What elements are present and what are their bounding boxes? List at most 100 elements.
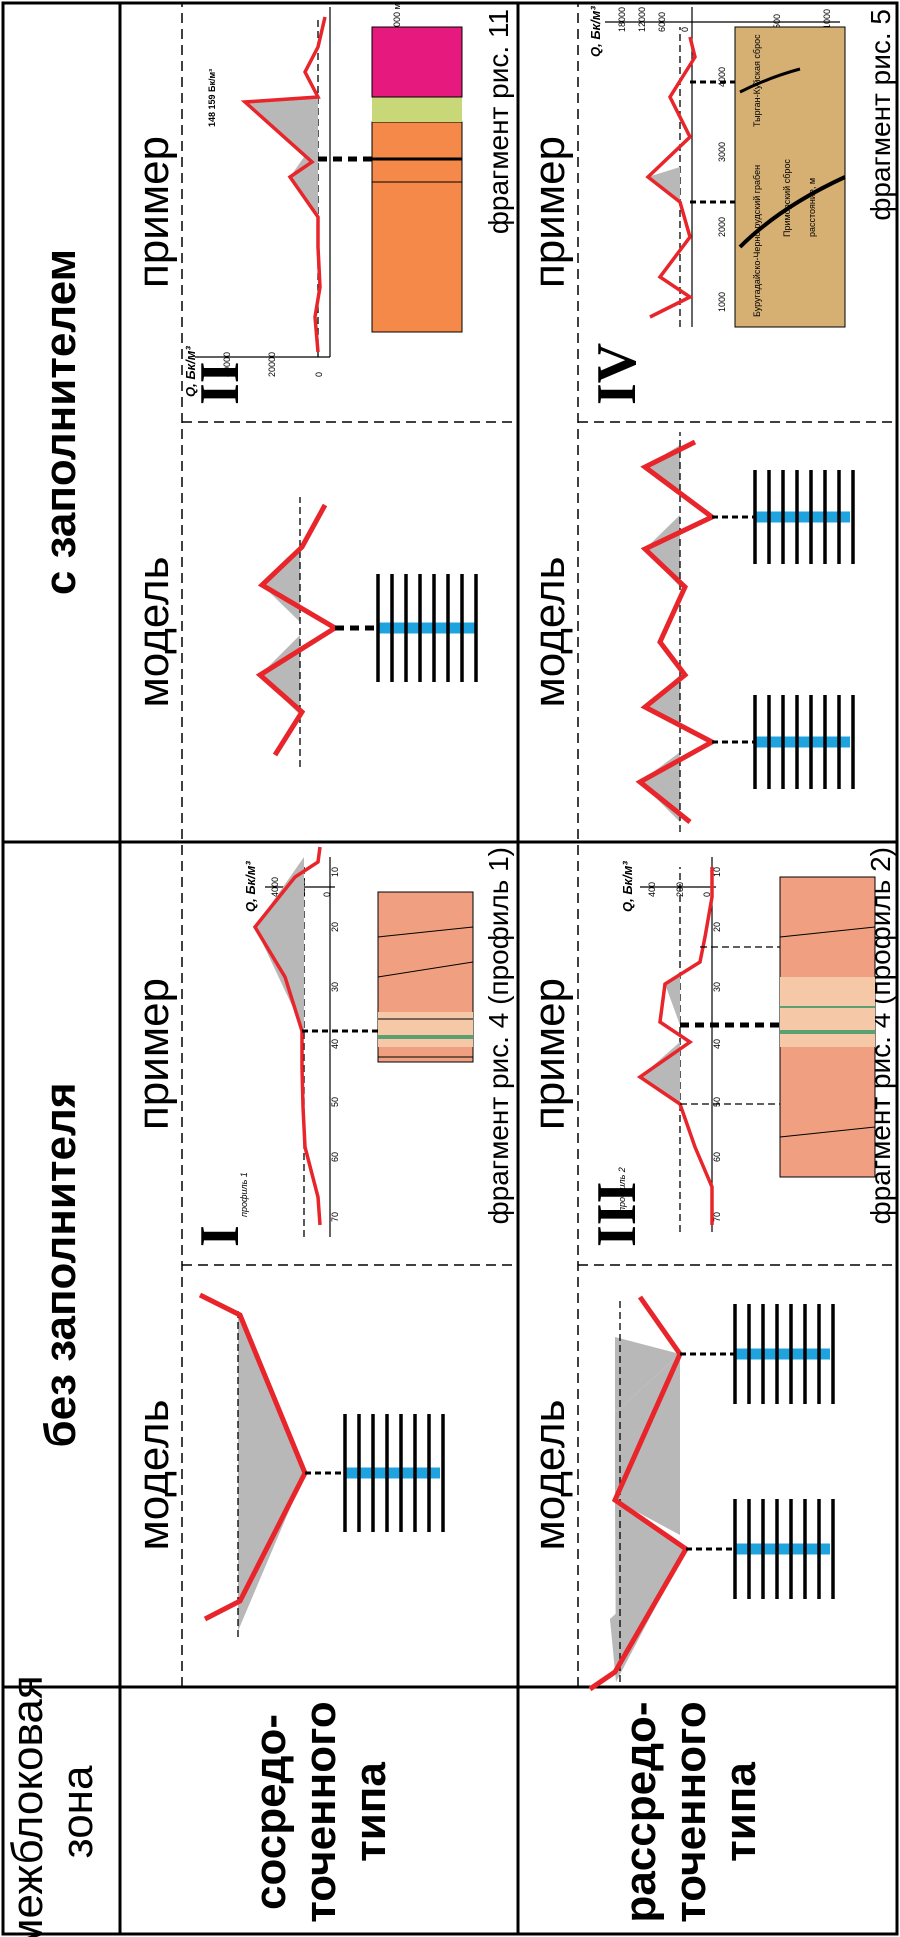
subheader-model-II: модель <box>129 556 178 707</box>
model-III-anomaly-fill-3 <box>615 1337 680 1413</box>
subheader-example-IV: пример <box>525 136 574 288</box>
example-IV-label-graben: Буругадайско-Черно-рудский грабен <box>752 165 762 317</box>
svg-text:-1000: -1000 <box>822 9 832 32</box>
model-IV-fill-3 <box>645 515 680 587</box>
example-IV-x-tick-1: 2000 <box>717 217 727 237</box>
svg-text:40: 40 <box>712 1039 722 1049</box>
svg-text:70: 70 <box>330 1212 340 1222</box>
example-III-profile-label: профиль 2 <box>617 1167 627 1212</box>
numeral-I: I <box>189 1225 251 1247</box>
svg-text:20: 20 <box>712 922 722 932</box>
example-III-q-label: Q, Бк/м³ <box>620 861 635 912</box>
example-III-geologic-section <box>779 876 876 1178</box>
svg-text:30: 30 <box>712 982 722 992</box>
example-I-anomaly-fill <box>255 857 304 1031</box>
example-III-fill-2 <box>665 972 680 1025</box>
subheader-example-I: пример <box>129 978 178 1130</box>
caption-I: фрагмент рис. 4 (профиль 1) <box>483 847 514 1224</box>
example-IV-curve <box>645 36 697 319</box>
model-IV-fault-comb-2 <box>753 470 855 564</box>
svg-text:60: 60 <box>330 1152 340 1162</box>
svg-text:70: 70 <box>712 1212 722 1222</box>
model-IV-fill-4 <box>645 445 680 492</box>
numeral-IV: IV <box>586 343 648 405</box>
example-I: профиль 1 10 20 30 40 50 60 70 Q, Бк/м³ … <box>239 846 474 1237</box>
svg-text:18000: 18000 <box>617 7 627 32</box>
row-label-1-line-3: типа <box>346 1762 395 1862</box>
example-III-curve <box>636 867 714 1225</box>
example-I-q-label: Q, Бк/м³ <box>243 861 258 912</box>
example-II-q-label: Q, Бк/м³ <box>183 346 198 397</box>
row-label-2-line-2: точенного <box>666 1701 715 1922</box>
svg-text:50: 50 <box>712 1097 722 1107</box>
example-III-q-tick-2: 0 <box>702 892 712 897</box>
model-I-anomaly-fill <box>238 1315 305 1631</box>
example-II-peak-value: 148 159 Бк/м³ <box>207 69 217 127</box>
example-II-q-tick-2: 0 <box>314 372 324 377</box>
model-IV-fault-comb-1 <box>753 695 855 789</box>
svg-text:30: 30 <box>330 982 340 992</box>
model-III <box>588 1295 835 1692</box>
svg-text:50: 50 <box>330 1097 340 1107</box>
subheader-model-I: модель <box>129 1399 178 1550</box>
model-I <box>198 1292 445 1637</box>
example-I-q-tick-0: 4000 <box>270 877 280 897</box>
example-III: профиль 2 10 20 30 40 50 60 70 Q, Бк/м³ … <box>617 857 876 1232</box>
example-I-x-ticks: 10 20 30 40 50 60 70 <box>330 867 340 1222</box>
caption-IV: фрагмент рис. 5 <box>865 9 896 221</box>
example-IV-q-label: Q, Бк/м³ <box>588 6 603 57</box>
model-II-curve <box>255 503 340 757</box>
column-title-with-filler: с заполнителем <box>36 249 85 595</box>
svg-text:10: 10 <box>330 867 340 877</box>
svg-text:20: 20 <box>330 922 340 932</box>
model-IV-curve <box>635 439 718 824</box>
subheader-example-II: пример <box>129 136 178 288</box>
row-label-1-line-2: точенного <box>296 1701 345 1922</box>
numeral-II: II <box>189 361 251 405</box>
svg-text:6000: 6000 <box>657 12 667 32</box>
example-II-q-tick-0: 40000 <box>222 352 232 377</box>
example-II-geologic-section <box>371 26 463 333</box>
model-I-fault-comb <box>343 1414 445 1532</box>
example-IV-label-fault-2: Тырган-Куйская сброс <box>752 34 762 127</box>
row-label-1-line-1: сосредо- <box>246 1714 295 1910</box>
svg-text:12000: 12000 <box>637 7 647 32</box>
svg-text:40: 40 <box>330 1039 340 1049</box>
example-IV-fill <box>648 167 680 202</box>
svg-text:0: 0 <box>680 27 690 32</box>
example-IV: Q, Бк/м³ 18000 12000 6000 0 -500 -1000 р… <box>588 6 846 328</box>
caption-II: фрагмент рис. 11 <box>483 9 514 234</box>
model-II-fault-comb <box>376 574 478 682</box>
example-I-q-tick-2: 0 <box>322 892 332 897</box>
example-II-curve <box>240 16 327 353</box>
numeral-III: III <box>586 1182 648 1247</box>
example-IV-q-ticks: 18000 12000 6000 0 -500 -1000 <box>617 7 832 32</box>
model-III-anomaly-fill-1c <box>615 1500 686 1675</box>
subheader-example-III: пример <box>525 978 574 1130</box>
corner-label-line-1: межблоковая <box>3 1675 52 1937</box>
example-IV-x-tick-3: 4000 <box>717 67 727 87</box>
example-III-x-ticks: 10 20 30 40 50 60 70 <box>712 867 722 1222</box>
model-III-curve-upper <box>588 1295 690 1692</box>
example-I-profile-label: профиль 1 <box>239 1172 249 1217</box>
example-IV-x-tick-0: 1000 <box>717 292 727 312</box>
model-III-fault-comb-1 <box>733 1499 835 1599</box>
svg-text:60: 60 <box>712 1152 722 1162</box>
example-I-geologic-section <box>377 891 474 1063</box>
svg-text:-500: -500 <box>772 14 782 32</box>
row-label-2-line-3: типа <box>716 1762 765 1862</box>
model-IV <box>635 432 855 832</box>
example-IV-label-fault-1: Приморский сброс <box>782 159 792 237</box>
example-IV-x-tick-2: 3000 <box>717 142 727 162</box>
model-II-anomaly-fill-2 <box>262 547 300 622</box>
model-III-fault-comb-2 <box>733 1304 835 1404</box>
example-IV-distance-label: расстояние, м <box>807 178 817 237</box>
row-label-2-line-1: рассредо- <box>616 1701 665 1922</box>
subheader-model-IV: модель <box>525 556 574 707</box>
example-II-q-tick-1: 20000 <box>267 352 277 377</box>
